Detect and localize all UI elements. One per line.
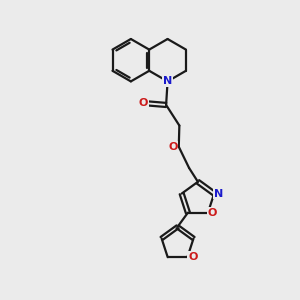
Text: O: O (188, 252, 197, 262)
Text: N: N (163, 76, 172, 86)
Text: O: O (168, 142, 178, 152)
Text: N: N (214, 189, 223, 199)
Text: O: O (208, 208, 217, 218)
Text: O: O (139, 98, 148, 109)
